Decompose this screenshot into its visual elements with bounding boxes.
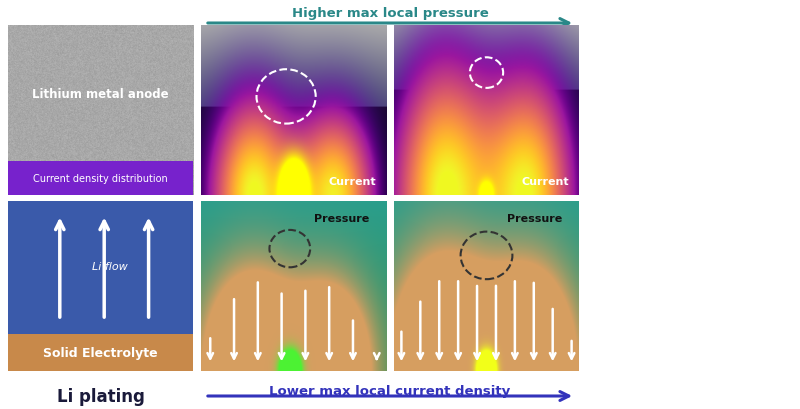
Text: Lithium metal anode: Lithium metal anode xyxy=(32,87,169,100)
Text: Current density distribution: Current density distribution xyxy=(33,173,168,184)
Bar xyxy=(8,162,193,196)
Text: Lower max local current density: Lower max local current density xyxy=(270,384,510,397)
Bar xyxy=(8,334,193,371)
Text: Current: Current xyxy=(329,177,377,187)
Text: Current: Current xyxy=(522,177,570,187)
Text: Higher max local pressure: Higher max local pressure xyxy=(292,7,488,20)
Text: Li plating: Li plating xyxy=(57,387,145,405)
Text: Solid Electrolyte: Solid Electrolyte xyxy=(43,346,158,359)
Text: Pressure: Pressure xyxy=(507,213,562,223)
Bar xyxy=(8,202,193,334)
Text: Pressure: Pressure xyxy=(314,213,370,223)
Text: Li flow: Li flow xyxy=(92,261,128,271)
